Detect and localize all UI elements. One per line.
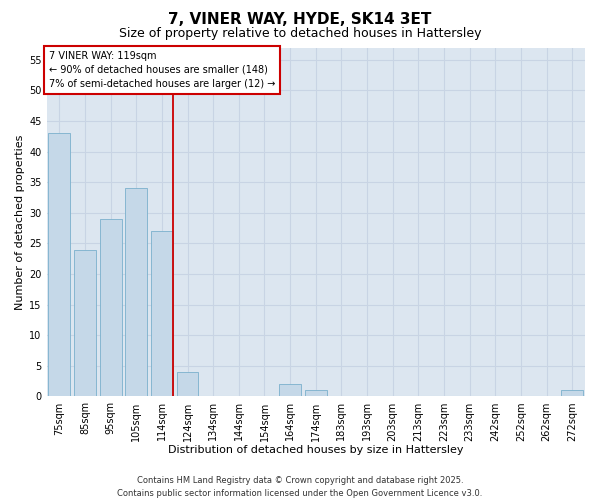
Bar — [74, 250, 96, 396]
X-axis label: Distribution of detached houses by size in Hattersley: Distribution of detached houses by size … — [168, 445, 464, 455]
Text: Contains HM Land Registry data © Crown copyright and database right 2025.
Contai: Contains HM Land Registry data © Crown c… — [118, 476, 482, 498]
Text: Size of property relative to detached houses in Hattersley: Size of property relative to detached ho… — [119, 28, 481, 40]
Y-axis label: Number of detached properties: Number of detached properties — [15, 134, 25, 310]
Text: 7 VINER WAY: 119sqm
← 90% of detached houses are smaller (148)
7% of semi-detach: 7 VINER WAY: 119sqm ← 90% of detached ho… — [49, 51, 275, 89]
Bar — [125, 188, 147, 396]
Bar — [305, 390, 326, 396]
Text: 7, VINER WAY, HYDE, SK14 3ET: 7, VINER WAY, HYDE, SK14 3ET — [169, 12, 431, 28]
Bar — [561, 390, 583, 396]
Bar — [100, 219, 122, 396]
Bar — [279, 384, 301, 396]
Bar — [176, 372, 199, 396]
Bar — [151, 231, 173, 396]
Bar — [49, 133, 70, 396]
